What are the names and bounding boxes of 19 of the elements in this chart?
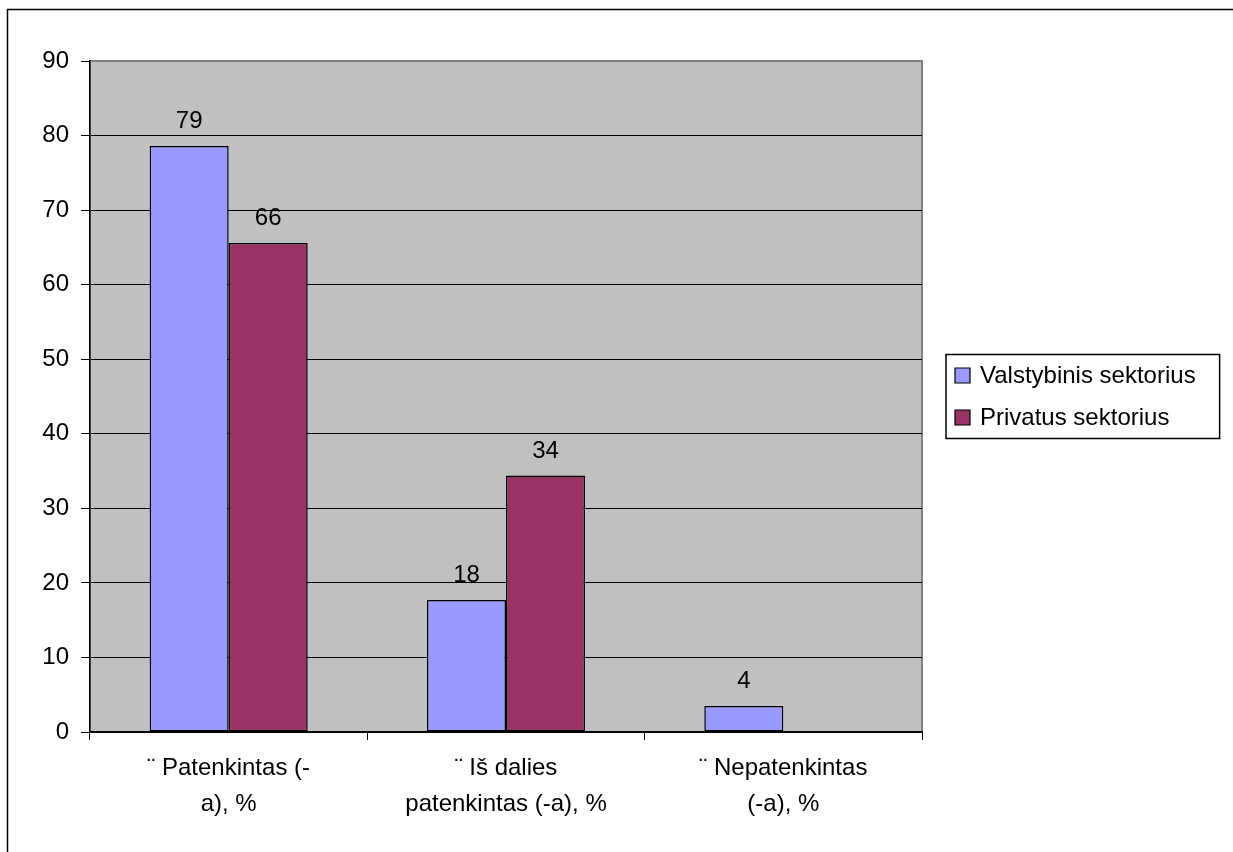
y-tick-label: 20 (42, 567, 69, 595)
data-label: 18 (453, 560, 480, 588)
legend-label: Privatus sektorius (980, 403, 1170, 431)
y-tick-label: 60 (42, 269, 69, 297)
data-label: 79 (175, 105, 203, 133)
x-tick-label: ¨ Patenkintas (- a), % (147, 752, 311, 816)
x-tick-label: ¨ Iš dalies patenkintas (-a), % (405, 752, 607, 816)
y-tick-label: 80 (42, 120, 69, 148)
y-tick-label: 30 (42, 492, 69, 520)
x-tick-label: ¨ Nepatenkintas (-a), % (699, 752, 868, 816)
y-tick-label: 40 (42, 418, 69, 446)
data-label: 4 (737, 665, 751, 693)
y-tick-label: 90 (42, 45, 69, 73)
y-tick-label: 10 (42, 642, 69, 670)
y-tick-label: 70 (42, 194, 69, 222)
y-tick-label: 50 (42, 343, 69, 371)
data-label: 34 (532, 435, 559, 463)
legend-label: Valstybinis sektorius (980, 361, 1196, 389)
y-tick-label: 0 (55, 716, 69, 744)
